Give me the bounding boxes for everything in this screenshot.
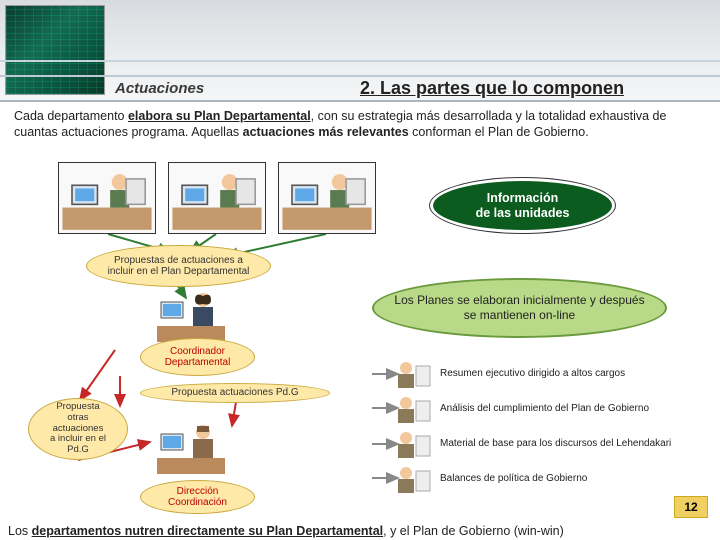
- footer-text: Los departamentos nutren directamente su…: [8, 524, 714, 538]
- ellipse-text: Propuesta: [56, 401, 99, 412]
- intro-text: conforman el Plan de Gobierno.: [409, 125, 589, 139]
- exec-label: Balances de política de Gobierno: [440, 473, 705, 484]
- ellipse-text: Coordinación: [168, 497, 227, 508]
- planes-online-ellipse: Los Planes se elaboran inicialmente y de…: [372, 278, 667, 338]
- intro-paragraph: Cada departamento elabora su Plan Depart…: [14, 108, 706, 140]
- info-unidades-ellipse: Informaciónde las unidades: [430, 178, 615, 233]
- coordinador-departamental-ellipse: CoordinadorDepartamental: [140, 338, 255, 376]
- desk-clipart: [278, 162, 376, 234]
- ellipse-text: Los Planes se elaboran inicialmente y de…: [392, 293, 647, 323]
- header-rule: [0, 60, 720, 62]
- ellipse-text: Coordinador: [170, 346, 225, 357]
- section-label: Actuaciones: [115, 80, 204, 97]
- desk-clipart: [168, 162, 266, 234]
- person-clipart: [155, 420, 227, 476]
- footer-bold: departamentos nutren directamente su Pla…: [32, 524, 383, 538]
- ellipse-text: Propuesta actuaciones Pd.G: [171, 387, 298, 399]
- executive-icon: [392, 430, 432, 460]
- footer-span: Los: [8, 524, 32, 538]
- direccion-coordinacion-ellipse: DirecciónCoordinación: [140, 480, 255, 514]
- exec-label: Material de base para los discursos del …: [440, 438, 705, 449]
- ellipse-text: Información: [487, 191, 559, 205]
- header-rule: [0, 100, 720, 102]
- ellipse-text: Departamental: [165, 357, 231, 368]
- header-image: [5, 5, 105, 95]
- desk-clipart: [58, 162, 156, 234]
- ellipse-text: de las unidades: [476, 206, 570, 220]
- page-number-badge: 12: [674, 496, 708, 518]
- ellipse-text: Dirección: [177, 486, 219, 497]
- person-clipart: [155, 288, 227, 344]
- ellipse-text: Propuestas de actuaciones a: [114, 255, 243, 266]
- intro-text: Cada departamento: [14, 109, 128, 123]
- executive-icon: [392, 395, 432, 425]
- footer-span: , y el Plan de Gobierno (win-win): [383, 524, 564, 538]
- intro-bold: actuaciones más relevantes: [243, 125, 409, 139]
- propuesta-otras-ellipse: Propuestaotrasactuacionesa incluir en el…: [28, 398, 128, 460]
- exec-label: Resumen ejecutivo dirigido a altos cargo…: [440, 368, 705, 379]
- exec-label: Análisis del cumplimiento del Plan de Go…: [440, 403, 705, 414]
- propuestas-incluir-ellipse: Propuestas de actuaciones aincluir en el…: [86, 245, 271, 287]
- executive-icon: [392, 465, 432, 495]
- page-title: 2. Las partes que lo componen: [360, 78, 624, 99]
- header-rule: [0, 75, 720, 77]
- ellipse-text: incluir en el Plan Departamental: [108, 266, 250, 277]
- executive-icon: [392, 360, 432, 390]
- propuesta-pdg-ellipse: Propuesta actuaciones Pd.G: [140, 383, 330, 403]
- intro-bold: elabora su Plan Departamental: [128, 109, 311, 123]
